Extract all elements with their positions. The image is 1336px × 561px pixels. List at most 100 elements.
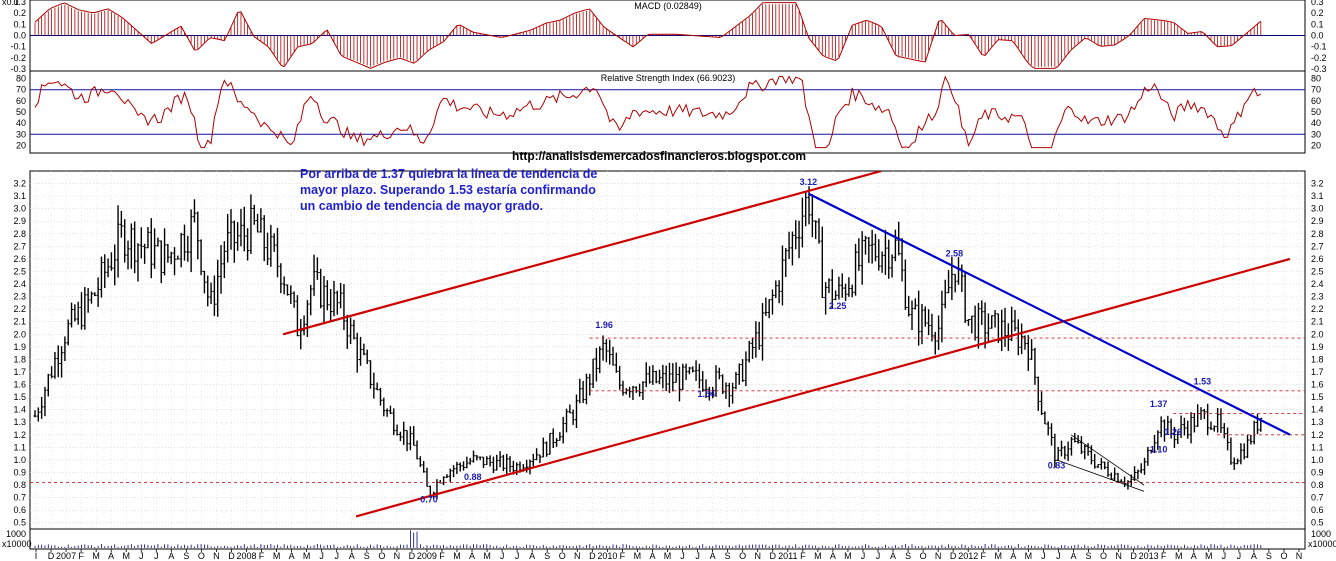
price-annotation: 1.53: [1194, 377, 1212, 387]
macd-tick-left: 0.0: [13, 31, 26, 41]
volume-tick-right: 1000: [1311, 529, 1331, 539]
rsi-tick-left: 70: [16, 85, 26, 95]
x-axis-label: J: [695, 551, 700, 561]
x-axis-label: 2010: [597, 551, 617, 561]
price-tick-left: 2.5: [13, 266, 26, 276]
macd-tick-right: 0.2: [1311, 8, 1324, 18]
price-tick-right: 2.9: [1311, 216, 1324, 226]
price-annotation: 3.12: [800, 177, 818, 187]
price-annotation: 1.96: [595, 320, 613, 330]
price-tick-left: 0.8: [13, 480, 26, 490]
x-axis-label: O: [559, 551, 566, 561]
x-axis-label: A: [710, 551, 716, 561]
x-axis-label: A: [649, 551, 655, 561]
volume-frame: [29, 528, 1306, 550]
x-axis-label: A: [289, 551, 295, 561]
x-axis-label: D: [409, 551, 416, 561]
x-axis-label: S: [544, 551, 550, 561]
price-tick-right: 1.5: [1311, 392, 1324, 402]
x-axis-label: O: [739, 551, 746, 561]
x-axis-label: F: [620, 551, 626, 561]
x-axis-label: A: [1010, 551, 1016, 561]
x-axis-label: S: [1085, 551, 1091, 561]
price-tick-right: 0.6: [1311, 505, 1324, 515]
price-tick-left: 1.5: [13, 392, 26, 402]
x-axis-label: A: [1070, 551, 1076, 561]
rsi-line: [34, 75, 1262, 149]
x-axis-label: J: [680, 551, 685, 561]
x-axis-label: N: [935, 551, 942, 561]
x-axis-label: J: [1222, 551, 1227, 561]
price-tick-right: 1.3: [1311, 417, 1324, 427]
macd-line: [34, 2, 1262, 69]
x-axis-label: J: [515, 551, 520, 561]
x-axis-label: N: [213, 551, 220, 561]
price-tick-right: 1.8: [1311, 354, 1324, 364]
macd-tick-left: -0.3: [10, 64, 26, 74]
price-tick-left: 2.3: [13, 292, 26, 302]
rsi-title: Relative Strength Index (66.9023): [601, 73, 736, 83]
x-axis-label: F: [78, 551, 84, 561]
x-axis-label: O: [920, 551, 927, 561]
volume-panel: [34, 530, 1262, 548]
price-tick-right: 1.9: [1311, 342, 1324, 352]
x-axis-label: M: [664, 551, 672, 561]
price-annotation: 0.70: [420, 495, 438, 505]
x-axis-label: O: [1280, 551, 1287, 561]
rsi-tick-right: 70: [1311, 85, 1321, 95]
price-tick-left: 1.6: [13, 380, 26, 390]
x-axis-label: J: [876, 551, 881, 561]
price-tick-right: 1.0: [1311, 455, 1324, 465]
x-axis-label: M: [634, 551, 642, 561]
price-tick-right: 2.7: [1311, 241, 1324, 251]
x-axis-label: J: [1041, 551, 1046, 561]
macd-tick-right: -0.1: [1311, 42, 1327, 52]
price-tick-right: 2.3: [1311, 292, 1324, 302]
x-axis-label: F: [1161, 551, 1167, 561]
macd-tick-right: 0.1: [1311, 19, 1324, 29]
price-tick-left: 2.9: [13, 216, 26, 226]
price-annotation: 0.83: [1048, 461, 1066, 471]
price-tick-left: 2.7: [13, 241, 26, 251]
price-tick-right: 1.6: [1311, 380, 1324, 390]
x-axis-label: A: [168, 551, 174, 561]
macd-tick-left: 0.2: [13, 8, 26, 18]
price-tick-left: 0.7: [13, 493, 26, 503]
price-tick-right: 3.2: [1311, 179, 1324, 189]
x-axis-label: 2007: [56, 551, 76, 561]
macd-title: MACD (0.02849): [634, 1, 702, 11]
x-axis-label: M: [1205, 551, 1213, 561]
price-tick-left: 2.6: [13, 254, 26, 264]
x-axis-label: F: [259, 551, 265, 561]
rsi-tick-left: 20: [16, 140, 26, 150]
macd-tick-left: -0.2: [10, 53, 26, 63]
price-tick-left: 3.2: [13, 179, 26, 189]
rsi-tick-left: 60: [16, 96, 26, 106]
x-axis-label: F: [981, 551, 987, 561]
price-tick-left: 2.0: [13, 329, 26, 339]
x-axis-label: J: [861, 551, 866, 561]
volume-multiplier-right: x10000: [1308, 539, 1336, 549]
price-tick-left: 1.8: [13, 354, 26, 364]
x-axis-label: M: [1175, 551, 1183, 561]
x-axis-label: M: [1025, 551, 1033, 561]
price-tick-right: 0.9: [1311, 467, 1324, 477]
price-annotation: 1.10: [1150, 444, 1168, 454]
macd-tick-right: -0.2: [1311, 53, 1327, 63]
price-annotation: 2.58: [946, 248, 964, 258]
price-tick-left: 1.4: [13, 405, 26, 415]
trendline: [1056, 459, 1145, 492]
x-axis-label: M: [122, 551, 130, 561]
trendline: [282, 171, 882, 336]
x-axis-label: S: [725, 551, 731, 561]
price-annotation: 1.54: [698, 389, 716, 399]
x-axis-label: O: [378, 551, 385, 561]
volume-multiplier-left: x10000: [2, 539, 32, 549]
rsi-tick-left: 80: [16, 74, 26, 84]
rsi-tick-right: 40: [1311, 118, 1321, 128]
x-axis-label: M: [814, 551, 822, 561]
x-axis-label: 2011: [778, 551, 797, 561]
price-tick-right: 2.1: [1311, 317, 1324, 327]
macd-tick-right: 0.3: [1311, 0, 1324, 7]
